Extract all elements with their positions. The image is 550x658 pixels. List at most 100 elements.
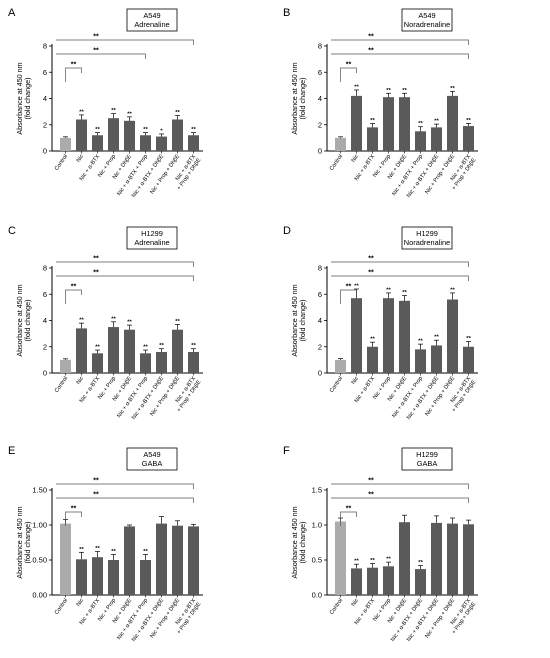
bar [188, 526, 199, 595]
bar-sig-label: ** [175, 319, 180, 325]
x-tick-label-line: Nic [351, 154, 361, 164]
bar-sig-label: ** [175, 110, 180, 116]
bar [399, 97, 410, 151]
panel-letter: F [283, 445, 290, 457]
title-box [401, 226, 453, 250]
bar-sig-label: ** [159, 343, 164, 349]
x-tick-label-line: Control [54, 376, 69, 394]
y-axis-label: Absorbance at 450 nm (fold change) [290, 284, 307, 356]
title-line: Adrenaline [134, 238, 169, 247]
bar-sig-label: ** [450, 86, 455, 92]
y-axis-label-line: Absorbance at 450 nm [290, 284, 299, 356]
bar [60, 359, 71, 373]
panel-letter: D [283, 225, 291, 237]
bar-sig-label: ** [79, 109, 84, 115]
y-tick-label: 6 [318, 290, 322, 299]
x-tick-label-line: Control [54, 598, 69, 616]
y-tick-label: 0 [318, 369, 322, 378]
bracket-label: ** [71, 284, 77, 291]
y-axis-label-line: (fold change) [23, 522, 32, 564]
y-tick-label: 8 [318, 42, 322, 51]
bar-sig-label: ** [354, 559, 359, 565]
significance-bracket: ** [56, 256, 194, 267]
bracket-line [331, 497, 469, 503]
bar-sig-label: ** [434, 119, 439, 125]
bar [140, 560, 151, 595]
bar [335, 137, 346, 151]
bar [92, 353, 103, 373]
bar [60, 523, 71, 595]
bar-sig-label: ** [386, 88, 391, 94]
bar-sig-label: ** [143, 549, 148, 555]
significance-bracket: ** [331, 34, 469, 45]
y-tick-label: 8 [43, 264, 47, 273]
x-tick-label-line: Nic [76, 376, 86, 386]
bar [383, 298, 394, 373]
bracket-label: ** [368, 492, 374, 499]
bar [399, 522, 410, 595]
bar [399, 300, 410, 373]
bracket-line [56, 497, 194, 503]
bar-sig-label: ** [79, 547, 84, 553]
bar-sig-label: ** [370, 118, 375, 124]
bracket-line [65, 289, 82, 304]
x-tick-label: Nic [351, 376, 361, 386]
significance-bracket: ** [56, 34, 194, 45]
y-axis-label-line: Absorbance at 450 nm [290, 506, 299, 578]
x-tick-label: Nic [76, 598, 86, 608]
bar [172, 119, 183, 151]
bar-sig-label: ** [127, 111, 132, 117]
bracket-line [340, 67, 357, 82]
significance-bracket: ** [331, 48, 469, 59]
y-axis-label: Absorbance at 450 nm (fold change) [15, 62, 32, 134]
bracket-label: ** [93, 34, 99, 41]
bracket-label: ** [368, 256, 374, 263]
y-tick-label: 6 [318, 68, 322, 77]
y-tick-label: 0.00 [32, 591, 47, 600]
significance-bracket: ** [331, 270, 469, 281]
x-tick-label: Nic [76, 376, 86, 386]
bar-sig-label: * [160, 128, 163, 134]
x-tick-label: Control [54, 376, 69, 394]
bar [156, 352, 167, 373]
bar-sig-label: ** [370, 558, 375, 564]
bar [140, 135, 151, 151]
y-tick-label: 4 [318, 316, 322, 325]
y-tick-label: 1.5 [312, 486, 322, 495]
title-line: A549 [418, 11, 435, 20]
bar [188, 352, 199, 373]
bracket-label: ** [93, 492, 99, 499]
x-tick-label-line: Control [54, 154, 69, 172]
panel-letter: E [8, 445, 15, 457]
title-box [401, 447, 453, 471]
bar [140, 353, 151, 373]
x-tick-label-line: Control [329, 154, 344, 172]
bracket-label: ** [93, 256, 99, 263]
bar-sig-label: ** [402, 88, 407, 94]
bar-sig-label: ** [111, 316, 116, 322]
significance-bracket: ** [65, 506, 82, 526]
bar [124, 526, 135, 595]
bar [188, 135, 199, 151]
bar-sig-label: ** [418, 560, 423, 566]
bar [383, 566, 394, 595]
title-box [126, 447, 178, 471]
title-line: Adrenaline [134, 20, 169, 29]
significance-bracket: ** [331, 478, 469, 489]
y-tick-label: 2 [318, 342, 322, 351]
bar-sig-label: ** [95, 345, 100, 351]
significance-bracket: ** [340, 62, 357, 82]
significance-bracket: ** [65, 284, 82, 304]
bar [351, 95, 362, 151]
bar [463, 346, 474, 373]
bracket-label: ** [368, 270, 374, 277]
x-tick-label-line: Nic [76, 154, 86, 164]
bar-sig-label: ** [143, 127, 148, 133]
bracket-label: ** [71, 506, 77, 513]
bar [431, 522, 442, 595]
